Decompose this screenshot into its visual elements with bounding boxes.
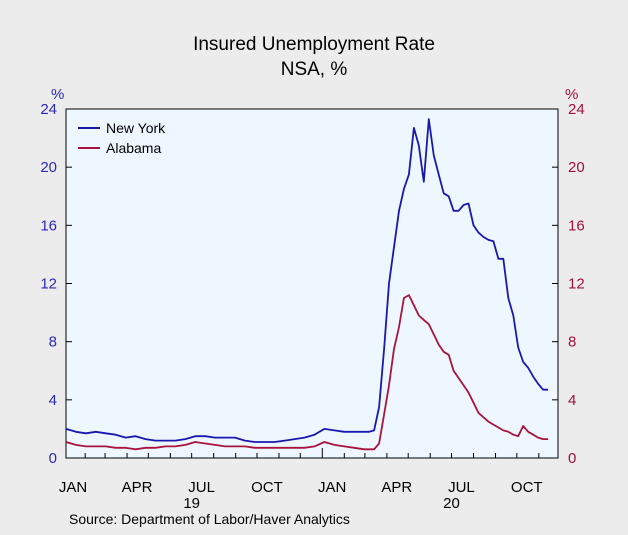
legend-label: New York [106,120,166,136]
x-axis-month-label: JAN [318,479,346,496]
x-axis-month-label: OCT [251,479,283,496]
left-axis-tick-label: 8 [49,334,57,351]
x-axis-month-label: JAN [59,479,87,496]
chart-subtitle: NSA, % [281,59,348,80]
left-axis-tick-label: 16 [40,217,57,234]
left-axis-tick-label: 0 [49,450,57,467]
right-axis-tick-label: 16 [568,217,585,234]
x-axis-month-label: APR [381,479,412,496]
x-axis-month-label: JUL [188,479,215,496]
series-line-new-york [65,118,549,443]
right-axis-tick-label: 8 [568,334,576,351]
left-axis-tick-label: 20 [40,159,57,176]
x-axis-year-label: 20 [443,495,460,512]
left-axis-unit: % [51,86,64,103]
right-axis-tick-label: 20 [568,159,585,176]
left-axis-tick-label: 12 [40,276,57,293]
chart-title: Insured Unemployment Rate [193,34,435,55]
legend: New York Alabama [78,120,166,156]
right-axis-tick-label: 12 [568,276,585,293]
series-lines [65,118,549,451]
right-axis-tick-label: 24 [568,101,585,118]
x-axis-month-label: APR [122,479,153,496]
right-axis-unit: % [565,86,578,103]
x-axis-month-label: OCT [511,479,543,496]
right-axis-tick-label: 0 [568,450,576,467]
left-axis: 0 4 8 12 16 20 24 [40,101,72,467]
right-axis-tick-label: 4 [568,392,576,409]
left-axis-tick-label: 24 [40,101,57,118]
x-axis-month-label: JUL [448,479,475,496]
right-axis: 0 4 8 12 16 20 24 [552,101,585,467]
left-axis-tick-label: 4 [49,392,57,409]
legend-label: Alabama [106,140,161,156]
x-axis-year-label: 19 [183,495,200,512]
x-axis: JAN APR JUL OCT JAN APR JUL OCT 19 20 [59,448,543,512]
plot-area [65,108,559,459]
source-note: Source: Department of Labor/Haver Analyt… [69,511,350,527]
series-line-alabama [65,294,549,451]
